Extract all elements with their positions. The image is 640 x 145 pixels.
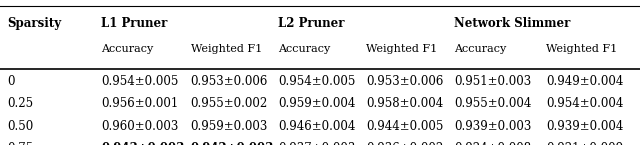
Text: 0.954±0.005: 0.954±0.005 bbox=[101, 75, 179, 88]
Text: Accuracy: Accuracy bbox=[278, 44, 331, 54]
Text: Sparsity: Sparsity bbox=[8, 17, 62, 30]
Text: L1 Pruner: L1 Pruner bbox=[101, 17, 168, 30]
Text: Weighted F1: Weighted F1 bbox=[546, 44, 617, 54]
Text: Accuracy: Accuracy bbox=[101, 44, 154, 54]
Text: 0.956±0.001: 0.956±0.001 bbox=[101, 97, 179, 110]
Text: 0.50: 0.50 bbox=[8, 120, 34, 133]
Text: 0.955±0.002: 0.955±0.002 bbox=[191, 97, 268, 110]
Text: Weighted F1: Weighted F1 bbox=[366, 44, 437, 54]
Text: 0.936±0.002: 0.936±0.002 bbox=[366, 142, 444, 145]
Text: 0.921±0.009: 0.921±0.009 bbox=[546, 142, 623, 145]
Text: 0.75: 0.75 bbox=[8, 142, 34, 145]
Text: 0.939±0.004: 0.939±0.004 bbox=[546, 120, 623, 133]
Text: Accuracy: Accuracy bbox=[454, 44, 507, 54]
Text: 0.937±0.003: 0.937±0.003 bbox=[278, 142, 356, 145]
Text: 0: 0 bbox=[8, 75, 15, 88]
Text: 0.944±0.005: 0.944±0.005 bbox=[366, 120, 444, 133]
Text: 0.959±0.003: 0.959±0.003 bbox=[191, 120, 268, 133]
Text: 0.953±0.006: 0.953±0.006 bbox=[191, 75, 268, 88]
Text: 0.954±0.004: 0.954±0.004 bbox=[546, 97, 623, 110]
Text: 0.960±0.003: 0.960±0.003 bbox=[101, 120, 179, 133]
Text: 0.955±0.004: 0.955±0.004 bbox=[454, 97, 532, 110]
Text: 0.25: 0.25 bbox=[8, 97, 34, 110]
Text: L2 Pruner: L2 Pruner bbox=[278, 17, 345, 30]
Text: Network Slimmer: Network Slimmer bbox=[454, 17, 571, 30]
Text: Weighted F1: Weighted F1 bbox=[191, 44, 262, 54]
Text: 0.924±0.008: 0.924±0.008 bbox=[454, 142, 532, 145]
Text: 0.953±0.006: 0.953±0.006 bbox=[366, 75, 444, 88]
Text: 0.949±0.004: 0.949±0.004 bbox=[546, 75, 623, 88]
Text: 0.958±0.004: 0.958±0.004 bbox=[366, 97, 444, 110]
Text: 0.959±0.004: 0.959±0.004 bbox=[278, 97, 356, 110]
Text: 0.954±0.005: 0.954±0.005 bbox=[278, 75, 356, 88]
Text: 0.942±0.003: 0.942±0.003 bbox=[191, 142, 274, 145]
Text: 0.951±0.003: 0.951±0.003 bbox=[454, 75, 532, 88]
Text: 0.939±0.003: 0.939±0.003 bbox=[454, 120, 532, 133]
Text: 0.943±0.003: 0.943±0.003 bbox=[101, 142, 184, 145]
Text: 0.946±0.004: 0.946±0.004 bbox=[278, 120, 356, 133]
